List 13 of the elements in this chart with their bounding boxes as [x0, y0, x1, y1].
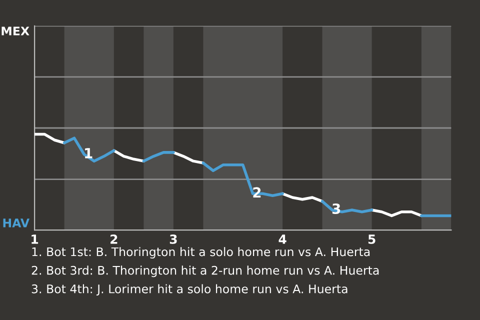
x-tick-label: 1	[32, 234, 38, 244]
annotation: 1	[85, 148, 92, 158]
text: MEX	[2, 26, 30, 36]
text: 2. Bot 3rd: B. Thorington hit a 2-run home run vs A. Huerta	[32, 266, 379, 278]
text: 1. Bot 1st: B. Thorington hit a solo home run vs A. Huerta	[32, 247, 370, 259]
text: HAV	[3, 218, 30, 228]
annotation: 3	[332, 203, 340, 214]
x-tick-label: 5	[368, 234, 376, 244]
text: 3. Bot 4th: J. Lorimer hit a solo home run vs A. Huerta	[32, 284, 348, 296]
annotation: 2	[253, 187, 261, 198]
x-tick-label: 3	[170, 234, 177, 244]
x-tick-label: 4	[278, 234, 286, 244]
x-tick-label: 2	[110, 234, 118, 244]
